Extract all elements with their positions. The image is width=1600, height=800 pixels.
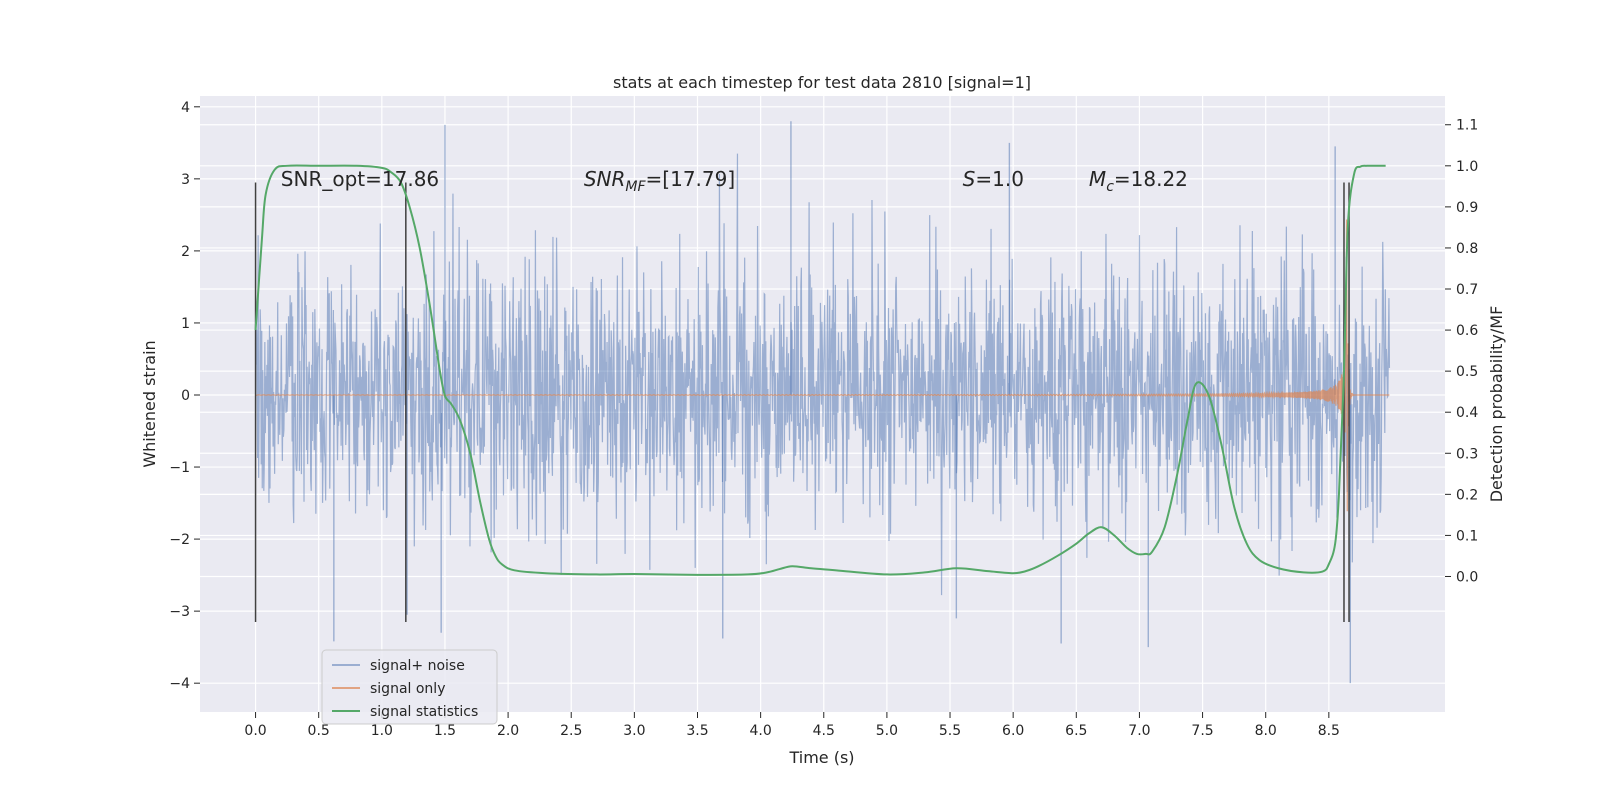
y-axis-right-ticks: 0.0 0.1 0.2 0.3 0.4 0.5 0.6 0.7 0.8 0.9 1.0 1.1 xyxy=(1445,118,1478,585)
x-tick-label: 8.5 xyxy=(1318,723,1340,739)
y-right-tick-label: 0.1 xyxy=(1456,528,1478,544)
x-tick-label: 5.5 xyxy=(939,723,961,739)
y-right-tick-label: 0.0 xyxy=(1456,569,1478,585)
x-tick-label: 3.0 xyxy=(623,723,645,739)
annotation-text: SNRMF=[17.79] xyxy=(584,167,735,195)
chart-title: stats at each timestep for test data 281… xyxy=(613,73,1031,92)
y-right-tick-label: 0.5 xyxy=(1456,364,1478,380)
y-tick-label: 3 xyxy=(181,172,190,188)
signal-statistics-series xyxy=(254,164,1386,576)
y-right-tick-label: 0.9 xyxy=(1456,200,1478,216)
y-right-tick-label: 0.6 xyxy=(1456,323,1478,339)
y-tick-label: 4 xyxy=(181,100,190,116)
signal-plus-noise-series xyxy=(254,121,1391,684)
y-right-tick-label: 0.8 xyxy=(1456,241,1478,257)
y-tick-label: 1 xyxy=(181,316,190,332)
signal-plus-noise-line xyxy=(254,153,1391,596)
y-right-tick-label: 0.2 xyxy=(1456,487,1478,503)
legend-label: signal only xyxy=(370,681,445,697)
x-tick-label: 3.5 xyxy=(686,723,708,739)
x-axis-ticks: 0.0 0.5 1.0 1.5 2.0 2.5 3.0 3.5 4.0 4.5 5.0 5.5 6.0 6… xyxy=(244,712,1340,739)
x-tick-label: 4.0 xyxy=(749,723,771,739)
x-tick-label: 6.5 xyxy=(1065,723,1087,739)
annotations: SNR_opt=17.86 SNRMF=[17.79] S=1.0 Mc=18.22 xyxy=(281,167,1188,195)
y-axis-label-right: Detection probability/MF xyxy=(1487,306,1506,503)
y-right-tick-label: 0.7 xyxy=(1456,282,1478,298)
x-tick-label: 0.0 xyxy=(244,723,266,739)
y-axis-left-ticks: −4 −3 −2 −1 0 1 2 3 4 xyxy=(169,100,200,692)
y-right-tick-label: 1.1 xyxy=(1456,118,1478,134)
x-tick-label: 1.5 xyxy=(434,723,456,739)
y-tick-label: −1 xyxy=(169,460,190,476)
x-tick-label: 7.5 xyxy=(1191,723,1213,739)
y-axis-label-left: Whitened strain xyxy=(140,340,159,467)
x-tick-label: 2.0 xyxy=(497,723,519,739)
y-tick-label: −2 xyxy=(169,532,190,548)
y-tick-label: 0 xyxy=(181,388,190,404)
legend-label: signal+ noise xyxy=(370,658,465,674)
x-axis-label: Time (s) xyxy=(788,748,854,767)
vertical-markers xyxy=(254,182,1350,622)
x-tick-label: 4.5 xyxy=(813,723,835,739)
annotation-text: SNR_opt=17.86 xyxy=(281,167,439,191)
x-tick-label: 5.0 xyxy=(876,723,898,739)
x-tick-label: 7.0 xyxy=(1128,723,1150,739)
legend: signal+ noise signal only signal statistic… xyxy=(321,649,498,725)
legend-box xyxy=(321,649,498,725)
signal-statistics-line xyxy=(254,164,1386,576)
y-tick-label: −3 xyxy=(169,604,190,620)
y-right-tick-label: 1.0 xyxy=(1456,159,1478,175)
y-right-tick-label: 0.4 xyxy=(1456,405,1478,421)
legend-label: signal statistics xyxy=(370,704,478,720)
annotation-text: Mc=18.22 xyxy=(1089,167,1188,195)
annotation-text: S=1.0 xyxy=(963,167,1024,191)
x-tick-label: 2.5 xyxy=(560,723,582,739)
y-right-tick-label: 0.3 xyxy=(1456,446,1478,462)
y-tick-label: 2 xyxy=(181,244,190,260)
y-tick-label: −4 xyxy=(169,676,190,692)
x-tick-label: 6.0 xyxy=(1002,723,1024,739)
x-tick-label: 8.0 xyxy=(1255,723,1277,739)
x-tick-label: 0.5 xyxy=(308,723,330,739)
x-tick-label: 1.0 xyxy=(371,723,393,739)
